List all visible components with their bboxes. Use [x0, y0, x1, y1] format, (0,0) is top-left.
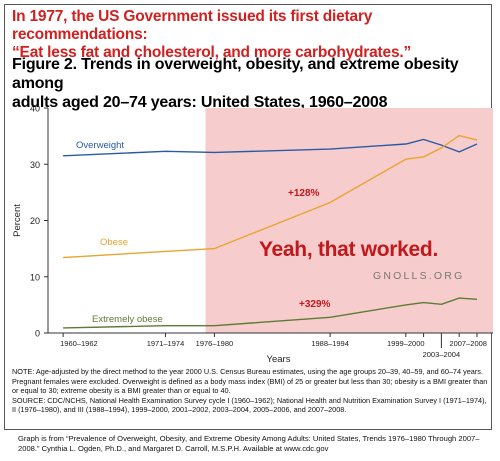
- x-tick-label: 2003–2004: [423, 350, 461, 359]
- x-tick-label: 1976–1980: [196, 339, 234, 348]
- chart: 0 10 20 30 40 1960–1962 1971–1974 1976–1980 1988…: [12, 104, 493, 365]
- x-axis-title: Years: [267, 354, 291, 365]
- overweight-line: [63, 138, 478, 157]
- banner-line-1: In 1977, the US Government issued its fi…: [12, 8, 373, 43]
- extremely-obese-label: Extremely obese: [92, 314, 163, 325]
- obese-line: [63, 134, 478, 259]
- banner-text: In 1977, the US Government issued its fi…: [12, 8, 482, 62]
- watermark: GNOLLS.ORG: [373, 270, 464, 282]
- figure-title-line-1: Figure 2. Trends in overweight, obesity,…: [12, 56, 459, 92]
- sarcasm-annotation: Yeah, that worked.: [259, 238, 438, 261]
- chart-notes: NOTE: Age-adjusted by the direct method …: [12, 367, 490, 415]
- axes: 0 10 20 30 40 1960–1962 1971–1974 1976–1980 1988…: [12, 104, 493, 365]
- extreme-increase-label: +329%: [299, 299, 331, 310]
- note-text: NOTE: Age-adjusted by the direct method …: [12, 367, 488, 396]
- banner-line-2: “Eat less fat and cholesterol, and more …: [12, 44, 412, 61]
- x-tick-label: 1971–1974: [147, 339, 185, 348]
- x-tick-label: 1999–2000: [387, 339, 425, 348]
- y-tick-label: 40: [30, 104, 40, 114]
- y-tick-label: 20: [30, 216, 40, 226]
- series-lines: [63, 134, 478, 329]
- chart-labels: Overweight Obese Extremely obese +128% +329%…: [76, 140, 464, 325]
- y-tick-label: 10: [30, 272, 40, 282]
- figure-title-line-2: adults aged 20–74 years: United States, …: [12, 94, 388, 111]
- obese-increase-label: +128%: [288, 188, 320, 199]
- x-tick-label: 1988–1994: [311, 339, 349, 348]
- figure-title: Figure 2. Trends in overweight, obesity,…: [12, 55, 490, 112]
- y-tick-label: 0: [35, 329, 40, 339]
- source-text: SOURCE: CDC/NCHS, National Health Examin…: [12, 395, 487, 415]
- y-tick-label: 30: [30, 160, 40, 170]
- x-tick-label: 2007–2008: [449, 339, 487, 348]
- obese-label: Obese: [100, 237, 128, 248]
- extremely-obese-line: [63, 297, 478, 329]
- y-axis-title: Percent: [12, 204, 23, 237]
- x-tick-label: 1960–1962: [60, 339, 98, 348]
- credit-text: Graph is from “Prevalence of Overweight,…: [18, 434, 480, 453]
- overweight-label: Overweight: [76, 140, 124, 151]
